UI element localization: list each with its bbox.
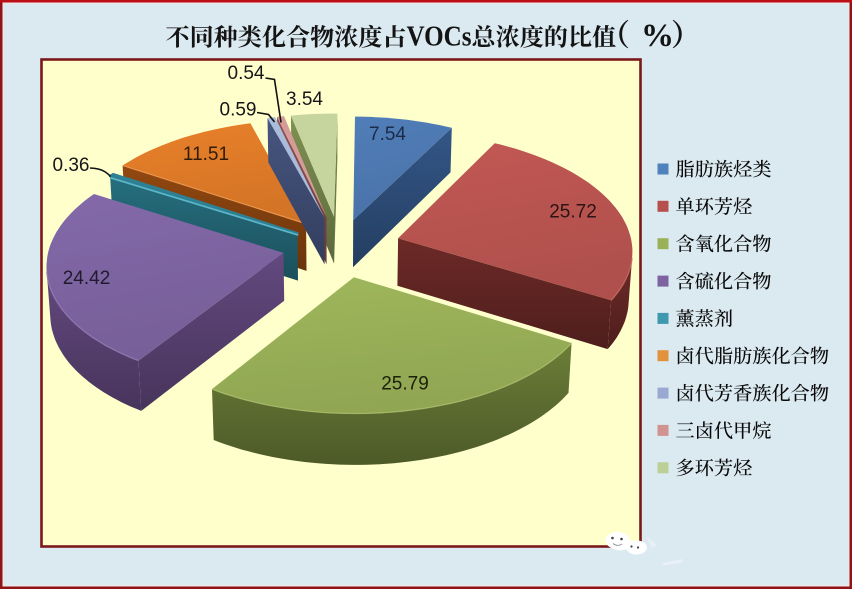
svg-text:0.54: 0.54 bbox=[228, 63, 265, 84]
svg-text:0.59: 0.59 bbox=[220, 100, 257, 121]
svg-text:25.79: 25.79 bbox=[381, 374, 429, 395]
svg-text:11.51: 11.51 bbox=[183, 144, 229, 165]
svg-text:3.54: 3.54 bbox=[286, 89, 323, 110]
svg-text:24.42: 24.42 bbox=[63, 268, 111, 289]
svg-text:VOCs: VOCs bbox=[407, 21, 472, 53]
svg-text:0.36: 0.36 bbox=[53, 155, 90, 176]
svg-text:7.54: 7.54 bbox=[369, 124, 406, 145]
svg-text:%: % bbox=[641, 18, 674, 54]
svg-text:25.72: 25.72 bbox=[549, 202, 597, 223]
